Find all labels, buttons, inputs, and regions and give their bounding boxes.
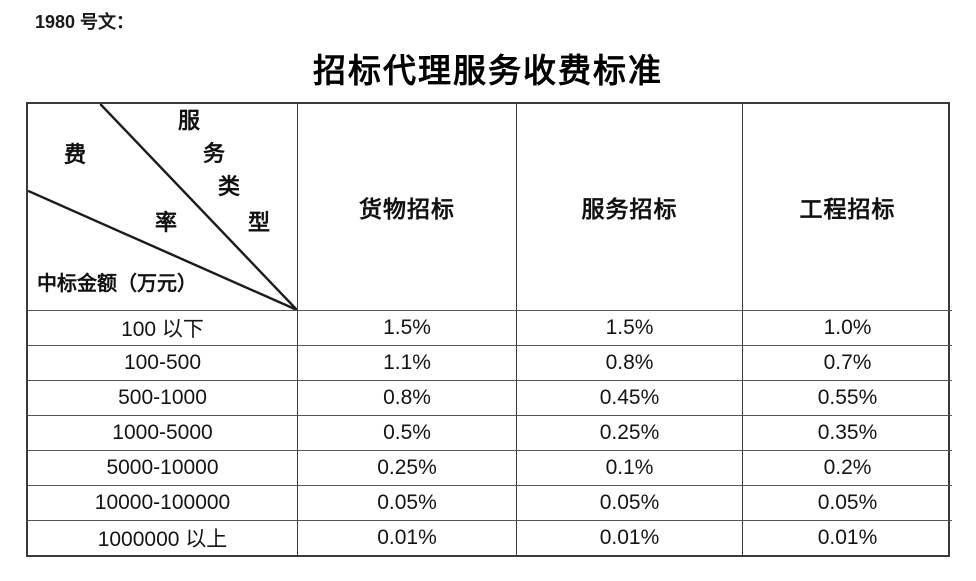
rate-cell: 0.05% [298, 485, 517, 520]
rate-cell: 0.05% [743, 485, 952, 520]
column-header-works: 工程招标 [799, 197, 896, 222]
rate-cell: 0.2% [743, 450, 952, 485]
corner-header-cell: 费 率 服 务 类 型 中标金额（万元） [28, 104, 298, 310]
amount-cell: 1000-5000 [28, 415, 298, 450]
doc-number-label: 1980 号文： [35, 12, 135, 32]
service-type-char-1: 服 [178, 108, 201, 133]
page-title: 招标代理服务收费标准 [313, 54, 663, 90]
column-header-goods: 货物招标 [298, 104, 517, 310]
rate-cell: 1.1% [298, 345, 517, 380]
rate-cell: 0.1% [517, 450, 743, 485]
rate-cell: 0.01% [298, 520, 517, 555]
rate-cell: 0.01% [517, 520, 743, 555]
fee-rate-char-1: 费 [64, 142, 87, 167]
rate-cell: 0.8% [298, 380, 517, 415]
column-header-services: 服务招标 [517, 104, 743, 310]
diagonal-divider-lines [28, 104, 297, 310]
rate-cell: 0.45% [517, 380, 743, 415]
service-type-char-4: 型 [248, 210, 271, 235]
amount-cell: 10000-100000 [28, 485, 298, 520]
fee-rate-char-2: 率 [155, 210, 178, 235]
rate-cell: 0.25% [517, 415, 743, 450]
fee-standard-table: 费 率 服 务 类 型 中标金额（万元） 货物招标 服务招标 工程招标 100 … [26, 102, 952, 557]
rate-cell: 0.7% [743, 345, 952, 380]
amount-axis-label: 中标金额（万元） [37, 273, 197, 295]
rate-cell: 0.01% [743, 520, 952, 555]
rate-cell: 0.5% [298, 415, 517, 450]
amount-cell: 500-1000 [28, 380, 298, 415]
rate-cell: 0.05% [517, 485, 743, 520]
rate-cell: 0.35% [743, 415, 952, 450]
amount-cell: 100 以下 [28, 310, 298, 345]
rate-cell: 1.0% [743, 310, 952, 345]
amount-cell: 1000000 以上 [28, 520, 298, 555]
rate-cell: 0.25% [298, 450, 517, 485]
amount-cell: 100-500 [28, 345, 298, 380]
service-type-char-3: 类 [218, 174, 241, 199]
rate-cell: 0.8% [517, 345, 743, 380]
rate-cell: 1.5% [298, 310, 517, 345]
service-type-char-2: 务 [203, 141, 226, 166]
amount-cell: 5000-10000 [28, 450, 298, 485]
rate-cell: 0.55% [743, 380, 952, 415]
rate-cell: 1.5% [517, 310, 743, 345]
